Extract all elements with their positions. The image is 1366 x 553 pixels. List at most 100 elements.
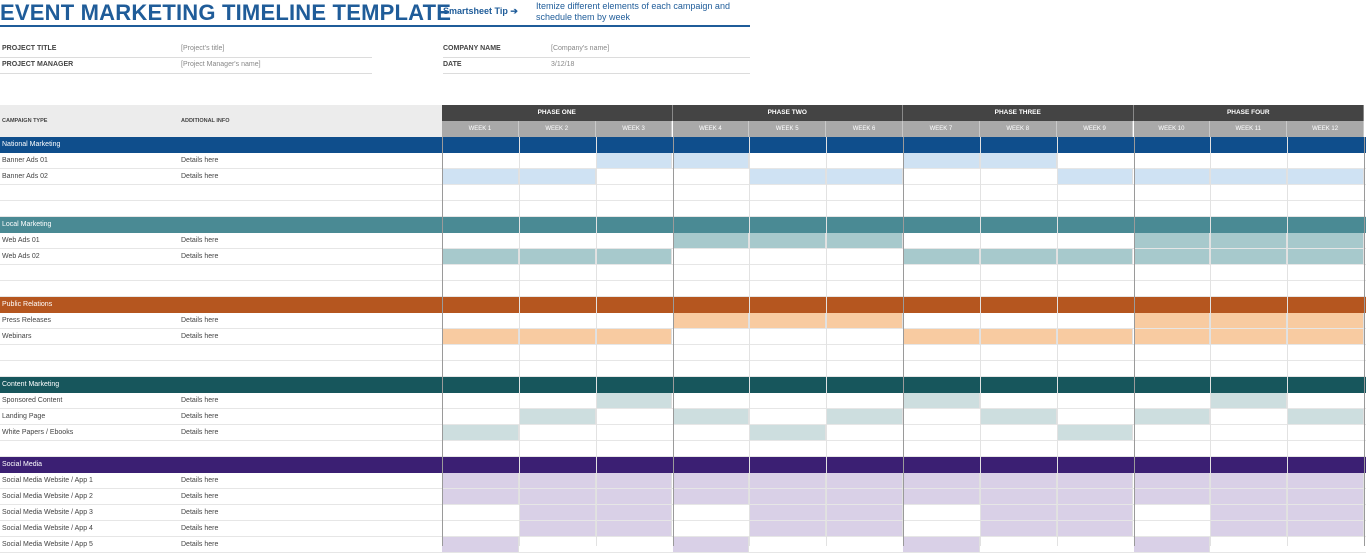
timeline-cell-filled[interactable] [595,521,673,537]
timeline-cell-filled[interactable] [749,505,827,521]
timeline-cell-filled[interactable] [518,473,596,489]
timeline-cell-filled[interactable] [903,537,980,553]
timeline-cell-filled[interactable] [826,473,903,489]
timeline-cell-filled[interactable] [1133,169,1211,185]
timeline-cell-filled[interactable] [979,249,1057,265]
timeline-cell-filled[interactable] [672,153,750,169]
timeline-cell-filled[interactable] [1133,489,1211,505]
timeline-cell-filled[interactable] [1133,313,1211,329]
timeline-cell-filled[interactable] [442,537,519,553]
timeline-cell-filled[interactable] [595,473,673,489]
timeline-cell-filled[interactable] [749,233,827,249]
timeline-cell-filled[interactable] [518,505,596,521]
timeline-cell-filled[interactable] [1287,233,1364,249]
timeline-cell-filled[interactable] [1210,393,1288,409]
date-value[interactable]: 3/12/18 [551,61,575,68]
timeline-cell-filled[interactable] [1210,169,1288,185]
timeline-cell-filled[interactable] [903,153,980,169]
timeline-cell-filled[interactable] [518,249,596,265]
timeline-cell-filled[interactable] [826,489,903,505]
timeline-cell-filled[interactable] [1287,169,1364,185]
timeline-cell-filled[interactable] [903,489,980,505]
timeline-cell-filled[interactable] [1133,409,1211,425]
timeline-cell-filled[interactable] [595,393,673,409]
timeline-cell-filled[interactable] [826,169,903,185]
timeline-cell-filled[interactable] [1056,473,1134,489]
timeline-cell-filled[interactable] [442,249,519,265]
timeline-cell-filled[interactable] [518,521,596,537]
timeline-cell-filled[interactable] [1287,521,1364,537]
timeline-cell-filled[interactable] [1133,537,1211,553]
timeline-cell-filled[interactable] [903,473,980,489]
timeline-cell-filled[interactable] [1210,249,1288,265]
timeline-cell-filled[interactable] [1210,521,1288,537]
timeline-cell-filled[interactable] [1133,249,1211,265]
timeline-cell-filled[interactable] [672,409,750,425]
timeline-cell-filled[interactable] [595,249,673,265]
timeline-cell-filled[interactable] [1210,233,1288,249]
timeline-cell-filled[interactable] [672,537,750,553]
timeline-cell-filled[interactable] [595,329,673,345]
timeline-cell-filled[interactable] [749,473,827,489]
timeline-cell-filled[interactable] [595,505,673,521]
timeline-cell-filled[interactable] [1287,409,1364,425]
project-manager-value[interactable]: [Project Manager's name] [181,61,261,68]
timeline-cell-filled[interactable] [1056,521,1134,537]
timeline-cell-filled[interactable] [442,489,519,505]
timeline-cell-filled[interactable] [1210,489,1288,505]
timeline-cell-filled[interactable] [1056,329,1134,345]
timeline-cell-filled[interactable] [1133,329,1211,345]
timeline-cell-filled[interactable] [518,329,596,345]
timeline-cell-filled[interactable] [442,169,519,185]
timeline-cell-filled[interactable] [672,313,750,329]
timeline-cell-filled[interactable] [826,313,903,329]
timeline-cell-filled[interactable] [979,473,1057,489]
timeline-cell-filled[interactable] [1056,489,1134,505]
timeline-cell-filled[interactable] [1287,249,1364,265]
timeline-cell-filled[interactable] [442,425,519,441]
timeline-cell-filled[interactable] [1210,473,1288,489]
timeline-cell-filled[interactable] [979,521,1057,537]
timeline-cell-filled[interactable] [442,473,519,489]
timeline-cell-filled[interactable] [1210,505,1288,521]
timeline-cell-filled[interactable] [979,409,1057,425]
timeline-cell-filled[interactable] [749,521,827,537]
timeline-cell-filled[interactable] [749,425,827,441]
timeline-cell-filled[interactable] [1287,473,1364,489]
timeline-cell-filled[interactable] [1133,233,1211,249]
timeline-cell-filled[interactable] [442,329,519,345]
timeline-cell-filled[interactable] [979,505,1057,521]
timeline-cell-filled[interactable] [749,169,827,185]
timeline-cell-filled[interactable] [1056,505,1134,521]
timeline-cell-filled[interactable] [672,473,750,489]
timeline-cell-filled[interactable] [518,409,596,425]
timeline-cell-filled[interactable] [1056,169,1134,185]
timeline-cell-filled[interactable] [1287,505,1364,521]
timeline-cell-filled[interactable] [903,329,980,345]
timeline-cell-filled[interactable] [595,153,673,169]
timeline-cell-filled[interactable] [595,489,673,505]
timeline-cell-filled[interactable] [672,489,750,505]
timeline-cell-filled[interactable] [518,489,596,505]
timeline-cell-filled[interactable] [826,505,903,521]
timeline-cell-filled[interactable] [1056,249,1134,265]
timeline-cell-filled[interactable] [826,233,903,249]
project-title-value[interactable]: [Project's title] [181,45,225,52]
timeline-cell-filled[interactable] [518,169,596,185]
timeline-cell-filled[interactable] [826,521,903,537]
timeline-cell-filled[interactable] [749,313,827,329]
timeline-cell-filled[interactable] [826,409,903,425]
company-name-value[interactable]: [Company's name] [551,45,610,52]
timeline-cell-filled[interactable] [1287,489,1364,505]
timeline-cell-filled[interactable] [979,153,1057,169]
timeline-cell-filled[interactable] [903,393,980,409]
timeline-cell-filled[interactable] [1210,313,1288,329]
timeline-cell-filled[interactable] [1133,473,1211,489]
timeline-cell-filled[interactable] [1210,329,1288,345]
timeline-cell-filled[interactable] [1056,425,1134,441]
timeline-cell-filled[interactable] [903,249,980,265]
timeline-cell-filled[interactable] [1287,313,1364,329]
timeline-cell-filled[interactable] [749,489,827,505]
timeline-cell-filled[interactable] [979,329,1057,345]
timeline-cell-filled[interactable] [979,489,1057,505]
